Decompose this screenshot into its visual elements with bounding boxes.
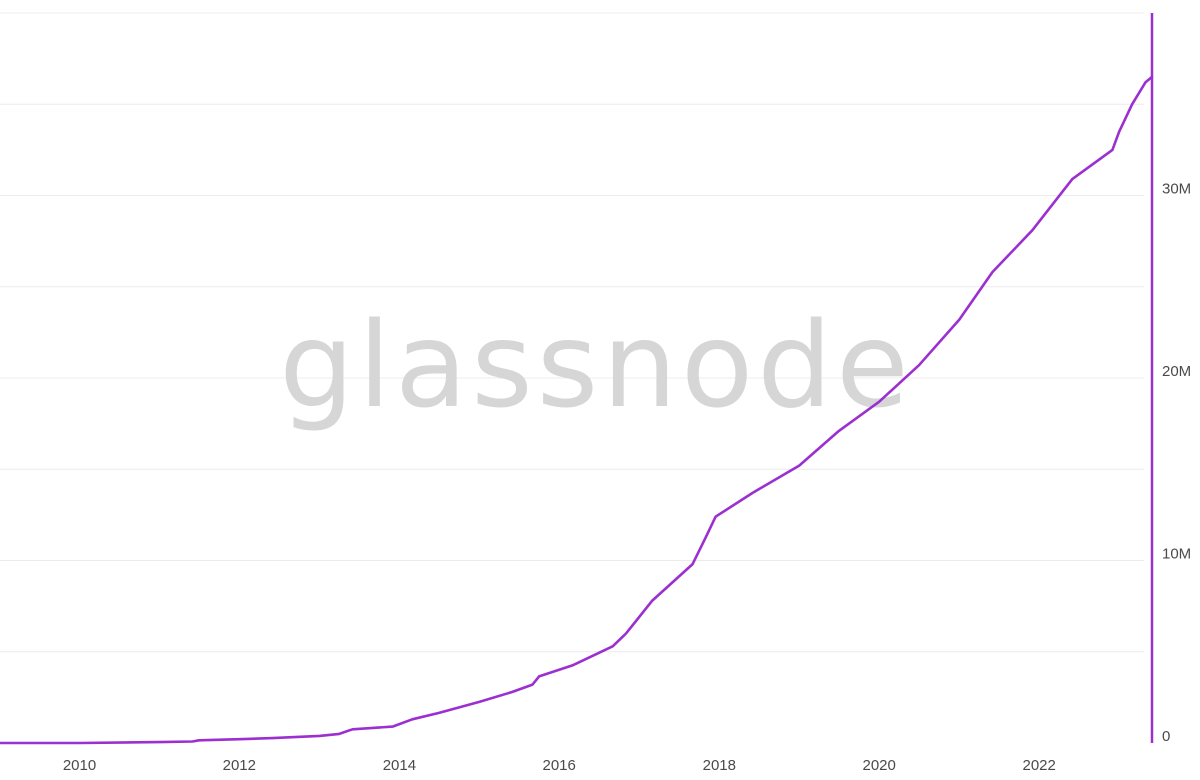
y-axis-ticks: 0 10M 20M 30M [1162, 181, 1191, 746]
watermark: glassnode [279, 296, 912, 434]
y-tick-label: 30M [1162, 181, 1191, 198]
y-tick-label: 10M [1162, 546, 1191, 563]
y-tick-label: 0 [1162, 728, 1170, 745]
x-tick-label: 2014 [383, 757, 416, 774]
x-axis-ticks: 2010 2012 2014 2016 2018 2020 2022 [63, 757, 1056, 774]
series-line [0, 75, 1154, 745]
x-tick-label: 2016 [543, 757, 576, 774]
x-tick-label: 2022 [1023, 757, 1056, 774]
series-layer [0, 75, 1154, 745]
x-tick-label: 2010 [63, 757, 96, 774]
gridlines [0, 12, 1144, 653]
y-tick-label: 20M [1162, 363, 1191, 380]
x-tick-label: 2018 [703, 757, 736, 774]
x-tick-label: 2020 [863, 757, 896, 774]
x-tick-label: 2012 [223, 757, 256, 774]
